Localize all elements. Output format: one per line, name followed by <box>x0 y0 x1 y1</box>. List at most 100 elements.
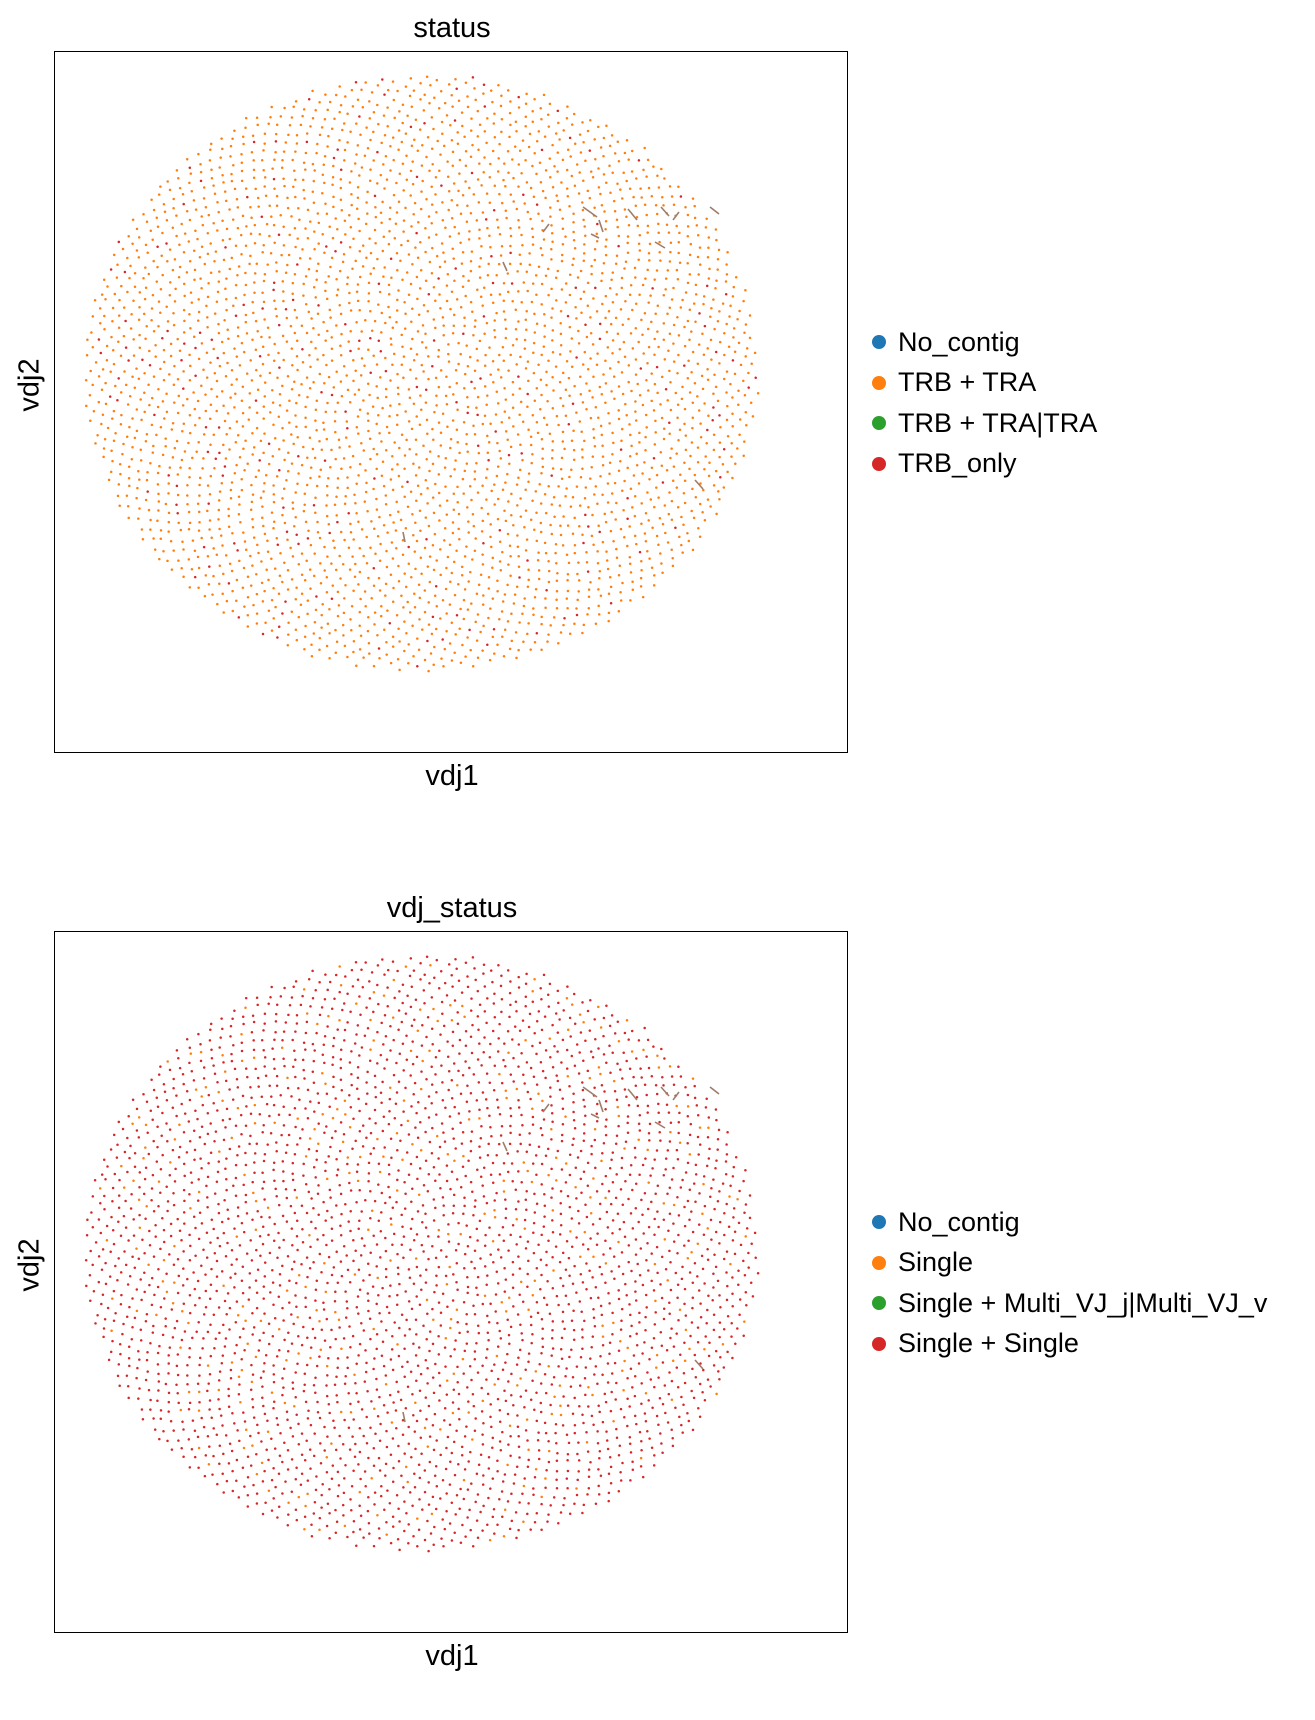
scatter-point <box>302 282 305 286</box>
scatter-point <box>365 126 368 129</box>
scatter-point <box>357 1097 360 1101</box>
scatter-point <box>722 486 726 489</box>
scatter-point <box>278 392 282 396</box>
scatter-point <box>312 1260 315 1264</box>
scatter-point <box>524 488 527 492</box>
scatter-point <box>372 1327 375 1331</box>
scatter-point <box>598 1217 602 1221</box>
scatter-point <box>495 273 498 277</box>
scatter-point <box>447 1070 451 1073</box>
scatter-point <box>367 348 370 351</box>
scatter-point <box>316 1238 319 1241</box>
scatter-point <box>358 275 362 279</box>
scatter-point <box>273 1179 276 1182</box>
scatter-point <box>586 189 590 193</box>
scatter-point <box>600 433 604 437</box>
scatter-point <box>409 1248 412 1251</box>
scatter-point <box>573 1396 576 1400</box>
scatter-point <box>595 232 599 235</box>
scatter-point <box>504 398 508 401</box>
scatter-point <box>329 1196 332 1199</box>
scatter-point <box>264 1353 268 1357</box>
scatter-point <box>495 1354 499 1358</box>
scatter-point <box>396 413 399 417</box>
scatter-point <box>137 377 141 381</box>
scatter-point <box>504 327 508 331</box>
scatter-point <box>561 1284 565 1288</box>
scatter-point <box>234 1194 238 1197</box>
scatter-point <box>428 555 432 558</box>
scatter-point <box>255 1291 259 1295</box>
scatter-point <box>246 195 249 199</box>
scatter-point <box>144 439 148 443</box>
scatter-point <box>282 244 286 247</box>
scatter-point <box>249 1134 252 1138</box>
scatter-point <box>488 658 492 662</box>
scatter-point <box>647 301 650 304</box>
scatter-point <box>452 1193 456 1197</box>
scatter-point <box>412 213 415 216</box>
scatter-point <box>647 389 650 392</box>
scatter-point <box>155 280 159 283</box>
scatter-point <box>488 346 491 349</box>
scatter-point <box>462 617 466 621</box>
scatter-point <box>376 257 379 261</box>
scatter-point <box>304 1182 308 1186</box>
scatter-point <box>559 1189 563 1193</box>
scatter-point <box>207 582 211 586</box>
scatter-point <box>750 362 753 366</box>
scatter-point <box>559 467 563 471</box>
scatter-point <box>471 1190 474 1193</box>
scatter-point <box>326 1209 329 1213</box>
scatter-point <box>547 1364 550 1368</box>
scatter-point <box>332 1075 335 1079</box>
scatter-point <box>677 185 680 188</box>
scatter-point <box>361 244 365 247</box>
scatter-point <box>627 1197 630 1201</box>
scatter-point <box>449 437 453 441</box>
scatter-point <box>408 1276 412 1280</box>
scatter-point <box>580 311 583 315</box>
scatter-point <box>166 320 170 323</box>
scatter-point <box>271 389 274 392</box>
scatter-point <box>169 342 173 346</box>
scatter-point <box>452 1137 455 1140</box>
scatter-point <box>356 1295 360 1298</box>
scatter-point <box>296 435 299 439</box>
scatter-point <box>631 308 634 312</box>
scatter-point <box>281 158 284 162</box>
scatter-point <box>437 106 441 110</box>
scatter-point <box>461 250 465 254</box>
scatter-point <box>281 1214 285 1218</box>
scatter-point <box>191 539 195 542</box>
scatter-point <box>222 443 225 447</box>
scatter-point <box>187 510 191 514</box>
scatter-point <box>419 98 422 101</box>
scatter-point <box>410 427 414 431</box>
scatter-point <box>288 1301 291 1304</box>
scatter-point <box>343 148 347 152</box>
scatter-point <box>236 274 239 277</box>
scatter-point <box>565 1239 569 1243</box>
scatter-point <box>671 557 674 560</box>
scatter-point <box>323 569 326 572</box>
scatter-point <box>272 1103 276 1107</box>
scatter-point <box>670 499 674 503</box>
scatter-point <box>293 272 297 276</box>
scatter-point <box>403 454 407 457</box>
scatter-point <box>446 273 450 276</box>
scatter-point <box>403 1334 407 1337</box>
scatter-point <box>335 1204 338 1207</box>
scatter-point <box>503 387 506 390</box>
scatter-point <box>242 142 245 146</box>
scatter-point <box>407 1173 411 1177</box>
scatter-point <box>489 1173 493 1177</box>
scatter-point <box>745 347 749 350</box>
scatter-point <box>618 1228 622 1231</box>
scatter-point <box>358 1155 362 1159</box>
scatter-point <box>473 470 477 473</box>
scatter-point <box>464 81 468 84</box>
scatter-point <box>346 388 350 392</box>
scatter-point <box>129 327 133 330</box>
scatter-point <box>543 1372 547 1376</box>
